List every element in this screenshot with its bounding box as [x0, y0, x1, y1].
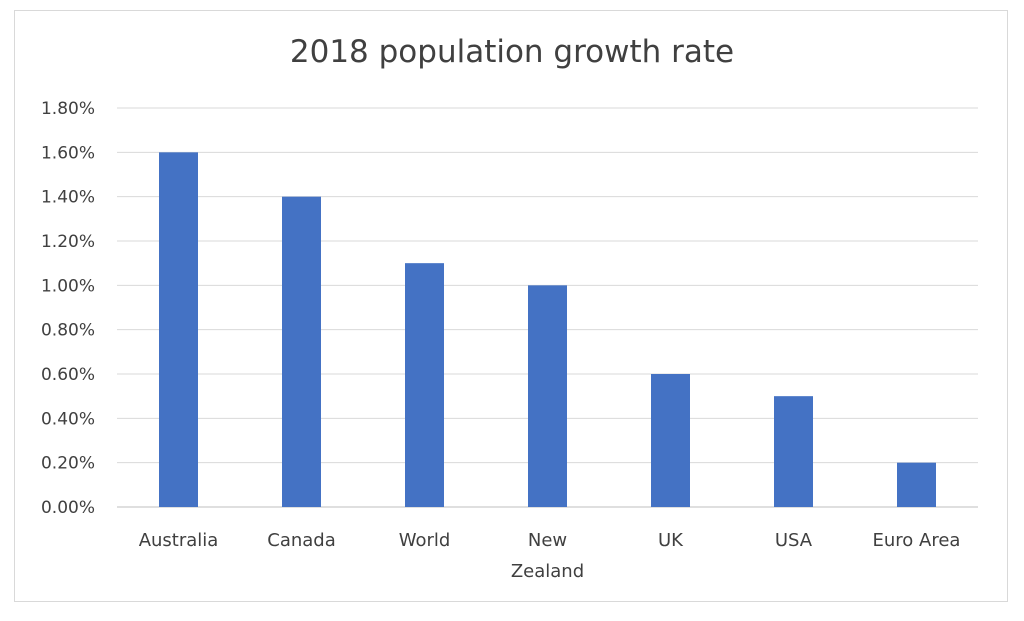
- y-tick-label: 1.80%: [41, 99, 95, 119]
- x-category-label: UK: [658, 530, 684, 551]
- x-category-label: Australia: [139, 530, 219, 551]
- y-tick-label: 1.00%: [41, 276, 95, 296]
- x-category-label: Euro Area: [873, 530, 961, 551]
- bar-new-zealand: [528, 285, 567, 507]
- chart-title: 2018 population growth rate: [290, 34, 734, 70]
- bars: [159, 152, 936, 508]
- bar-canada: [282, 196, 321, 507]
- x-axis-categories: Australia Canada World New Zealand UK USA Euro …: [139, 530, 961, 582]
- y-tick-label: 0.00%: [41, 498, 95, 518]
- y-tick-label: 0.80%: [41, 321, 95, 341]
- bar-uk: [651, 374, 690, 507]
- x-category-label: Canada: [267, 530, 336, 551]
- y-tick-label: 1.60%: [41, 143, 95, 163]
- y-tick-label: 0.40%: [41, 409, 95, 429]
- y-tick-label: 0.60%: [41, 365, 95, 385]
- y-axis-ticks: 0.00% 0.20% 0.40% 0.60% 0.80% 1.00% 1.20% 1.40%…: [41, 99, 95, 518]
- bar-world: [405, 263, 444, 507]
- bar-usa: [774, 396, 813, 507]
- gridlines: [117, 107, 978, 508]
- y-tick-label: 1.20%: [41, 232, 95, 252]
- y-tick-label: 0.20%: [41, 454, 95, 474]
- x-category-label: USA: [775, 530, 813, 551]
- x-category-label: World: [399, 530, 451, 551]
- x-category-label: New Zealand: [511, 530, 584, 582]
- bar-australia: [159, 152, 198, 508]
- y-tick-label: 1.40%: [41, 188, 95, 208]
- bar-euro-area: [897, 462, 936, 507]
